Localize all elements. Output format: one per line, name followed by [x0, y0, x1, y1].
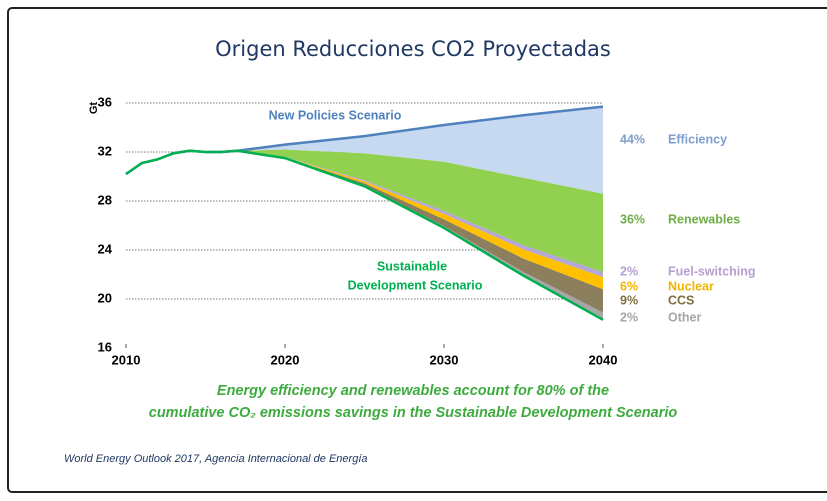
legend-label: Efficiency	[668, 132, 727, 146]
y-tick-label: 32	[98, 143, 112, 158]
share-label: 36%	[620, 212, 645, 226]
line	[125, 149, 604, 321]
legend-label: Nuclear	[668, 279, 714, 293]
x-tick-label: 2020	[271, 352, 300, 367]
annotation: cumulative CO₂ emissions savings in the …	[149, 405, 678, 421]
legend-label: Fuel-switching	[668, 264, 756, 278]
series-label: New Policies Scenario	[269, 108, 402, 122]
share-label: 2%	[620, 264, 638, 278]
x-tick-label: 2040	[589, 352, 618, 367]
x-tick-label: 2030	[430, 352, 459, 367]
share-label: 2%	[620, 310, 638, 324]
y-tick-label: 28	[98, 192, 112, 207]
series-label: Development Scenario	[348, 278, 483, 292]
legend-label: Renewables	[668, 212, 740, 226]
legend-label: Other	[668, 310, 701, 324]
source: World Energy Outlook 2017, Agencia Inter…	[64, 453, 368, 465]
area	[126, 149, 603, 273]
share-label: 6%	[620, 279, 638, 293]
share-label: 44%	[620, 132, 645, 146]
chart-title: Origen Reducciones CO2 Proyectadas	[215, 37, 611, 61]
y-tick-label: 24	[98, 241, 113, 256]
y-tick-label: 16	[98, 339, 112, 354]
annotation: Energy efficiency and renewables account…	[217, 383, 609, 399]
share-label: 9%	[620, 293, 638, 307]
y-axis-label: Gt	[88, 102, 100, 115]
area	[126, 106, 603, 194]
legend-label: CCS	[668, 293, 694, 307]
y-tick-label: 36	[98, 94, 112, 109]
x-tick-label: 2010	[112, 352, 141, 367]
series-label: Sustainable	[377, 259, 447, 273]
y-tick-label: 20	[98, 290, 112, 305]
